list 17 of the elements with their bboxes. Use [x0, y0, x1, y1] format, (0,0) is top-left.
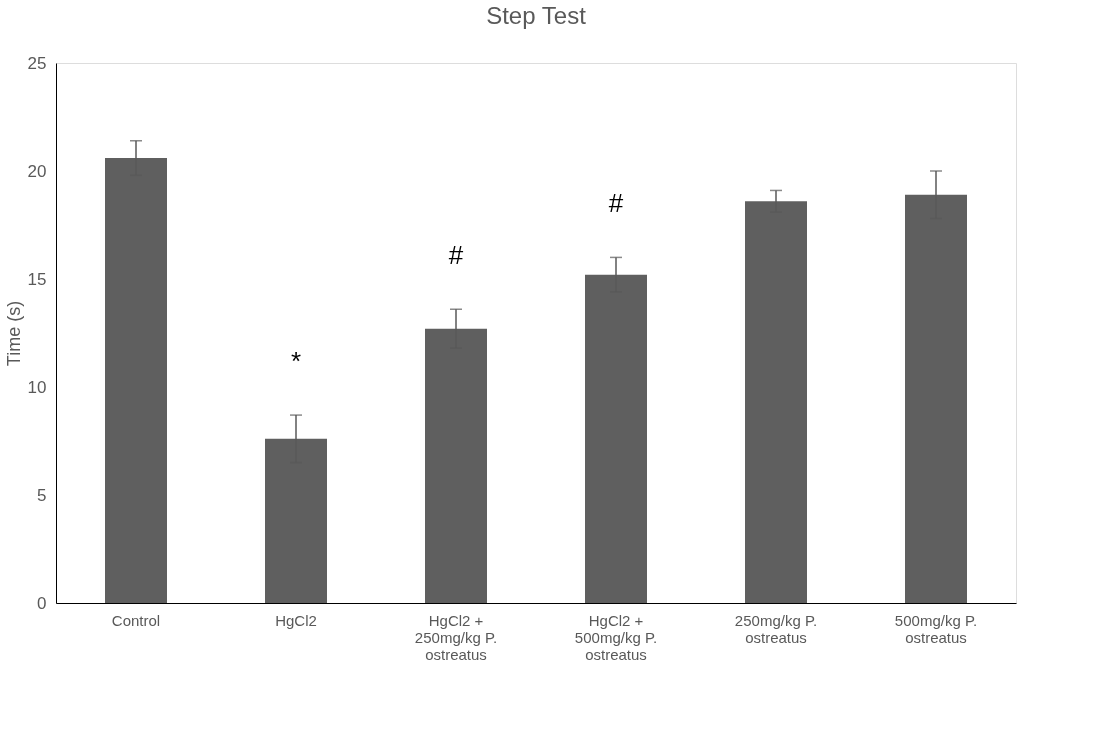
x-tick-label: HgCl2 + 500mg/kg P. ostreatus	[574, 611, 658, 663]
x-tick-label: Control	[111, 611, 161, 629]
y-tick-label: 5	[37, 485, 47, 505]
annotation: *	[290, 346, 302, 377]
annotation: #	[448, 240, 464, 271]
x-tick-label: 250mg/kg P. ostreatus	[734, 611, 818, 646]
y-tick-label: 10	[27, 377, 47, 397]
annotation: #	[608, 188, 624, 219]
x-tick-label: HgCl2 + 250mg/kg P. ostreatus	[414, 611, 498, 663]
y-axis-title: Time (s)	[3, 300, 24, 367]
x-tick-label: HgCl2	[275, 611, 317, 629]
y-tick-label: 20	[27, 161, 47, 181]
y-tick-label: 25	[27, 53, 47, 73]
chart-title: Step Test	[486, 2, 587, 29]
y-tick-label: 15	[27, 269, 47, 289]
x-tick-label: 500mg/kg P. ostreatus	[894, 611, 978, 646]
y-tick-label: 0	[37, 593, 47, 613]
